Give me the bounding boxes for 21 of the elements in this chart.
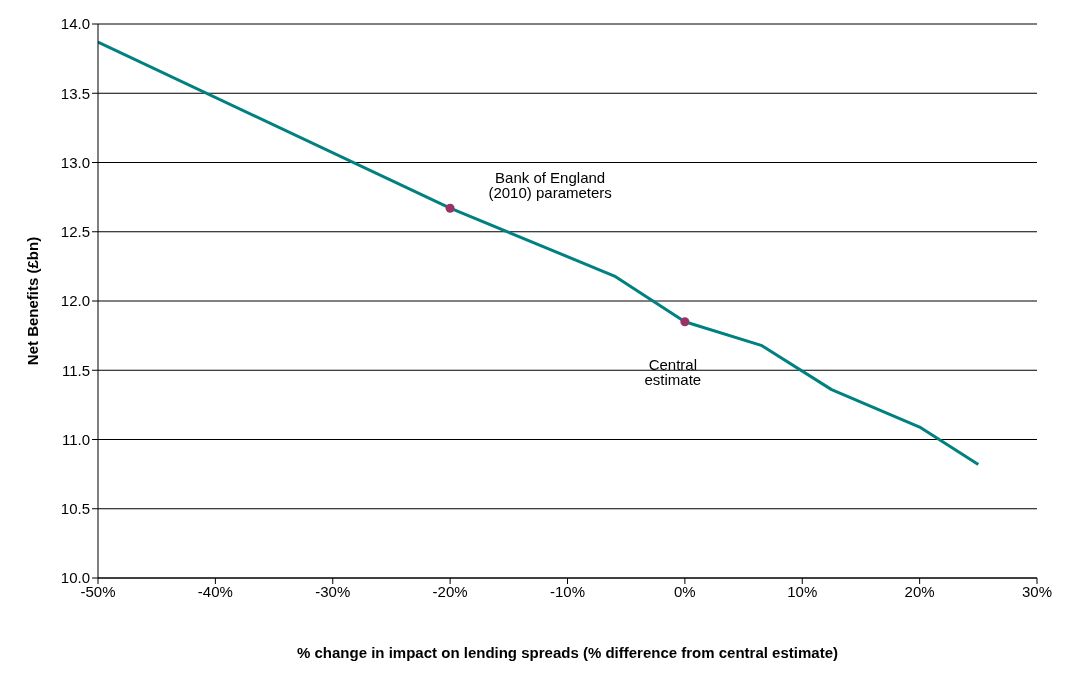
line-series — [98, 40, 980, 466]
x-axis-title: % change in impact on lending spreads (% difference from central estimate) — [297, 644, 838, 661]
x-tick-label: 30% — [1021, 582, 1053, 600]
x-tick-label: -30% — [315, 582, 351, 600]
x-tick-label: -10% — [549, 582, 586, 600]
x-tick-label: 20% — [904, 582, 935, 600]
y-tick-label: 11.0 — [61, 430, 90, 448]
x-tick-label: -40% — [197, 582, 233, 600]
y-tick-label: 11.5 — [61, 361, 90, 379]
y-tick-label: 13.0 — [60, 153, 90, 171]
y-tick-label: 12.5 — [60, 223, 90, 241]
annotation: Central estimate — [644, 355, 702, 388]
y-tick-label: 13.5 — [60, 84, 90, 102]
x-tick-label: 0% — [674, 582, 696, 600]
y-tick-label: 14.0 — [60, 15, 90, 33]
y-axis-title: Net Benefits (£bn) — [24, 236, 42, 366]
y-tick-label: 12.0 — [60, 292, 90, 310]
x-tick-label: 10% — [787, 582, 818, 600]
annotation: Bank of England (2010) parameters — [488, 169, 612, 202]
y-tick-label: 10.5 — [60, 500, 90, 518]
x-tick-label: -20% — [432, 582, 468, 600]
